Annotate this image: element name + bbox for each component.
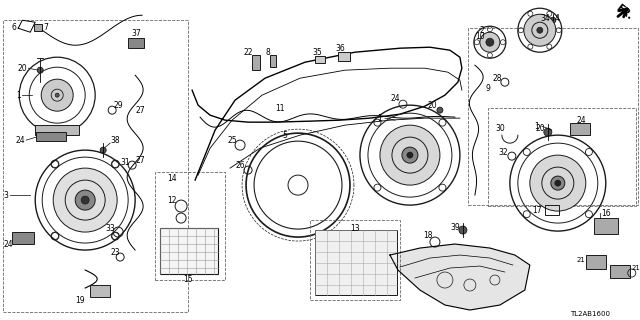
Circle shape	[55, 93, 59, 97]
Text: 1: 1	[534, 122, 540, 131]
Text: 16: 16	[601, 209, 611, 218]
Text: 38: 38	[110, 136, 120, 145]
Text: 8: 8	[266, 48, 271, 57]
Text: 1: 1	[378, 114, 382, 123]
Bar	[252, 55, 260, 70]
Text: 21: 21	[631, 265, 640, 271]
Polygon shape	[390, 244, 530, 310]
Text: 31: 31	[120, 158, 130, 167]
Text: 7: 7	[44, 23, 49, 32]
Circle shape	[459, 226, 467, 234]
Text: 6: 6	[12, 23, 17, 32]
Text: 37: 37	[131, 29, 141, 38]
Bar	[586, 255, 606, 269]
Text: 33: 33	[106, 224, 115, 233]
Circle shape	[81, 196, 89, 204]
Text: 24: 24	[15, 136, 25, 145]
Text: 20: 20	[427, 101, 436, 110]
Circle shape	[41, 79, 73, 111]
Text: 30: 30	[495, 124, 505, 133]
Text: 26: 26	[236, 161, 245, 170]
Circle shape	[53, 168, 117, 232]
Text: 36: 36	[335, 44, 345, 53]
Circle shape	[530, 155, 586, 211]
Text: 9: 9	[485, 84, 490, 93]
Bar	[338, 52, 350, 61]
Circle shape	[380, 125, 440, 185]
Bar	[545, 205, 559, 215]
Text: 20: 20	[535, 124, 545, 133]
Circle shape	[75, 190, 95, 210]
Text: 32: 32	[498, 148, 508, 156]
Text: 24: 24	[577, 116, 587, 125]
Bar	[155, 172, 225, 280]
Circle shape	[550, 17, 556, 23]
Bar	[160, 228, 218, 274]
Bar	[34, 24, 42, 31]
Circle shape	[437, 107, 443, 113]
Bar	[128, 38, 144, 48]
Circle shape	[100, 147, 106, 153]
Bar	[90, 285, 110, 297]
Text: 35: 35	[312, 48, 322, 57]
Text: 3: 3	[4, 191, 9, 200]
Text: 34: 34	[540, 14, 550, 23]
Bar	[3, 20, 188, 312]
Text: 1: 1	[16, 91, 20, 100]
Text: 18: 18	[423, 231, 433, 240]
Bar	[570, 123, 590, 135]
Bar	[315, 230, 397, 295]
Circle shape	[402, 147, 418, 163]
Circle shape	[524, 14, 556, 46]
Text: TL2AB1600: TL2AB1600	[570, 311, 610, 317]
Circle shape	[555, 180, 561, 186]
Text: 21: 21	[577, 257, 585, 263]
Text: 20: 20	[17, 64, 27, 73]
Text: 15: 15	[183, 275, 193, 284]
Bar	[270, 55, 276, 67]
Text: 23: 23	[110, 248, 120, 257]
Text: 2: 2	[479, 26, 484, 35]
Circle shape	[486, 38, 494, 46]
Text: 17: 17	[532, 205, 541, 215]
Circle shape	[537, 27, 543, 33]
Text: 5: 5	[283, 131, 287, 140]
Circle shape	[480, 32, 500, 52]
Text: 27: 27	[135, 156, 145, 164]
Bar	[594, 218, 618, 234]
Text: 13: 13	[350, 224, 360, 233]
Text: 12: 12	[168, 196, 177, 204]
Text: 39: 39	[450, 223, 460, 232]
Circle shape	[407, 152, 413, 158]
Bar	[488, 108, 636, 206]
Text: 29: 29	[113, 101, 123, 110]
Text: FR.: FR.	[614, 3, 634, 22]
Text: 28: 28	[492, 74, 502, 83]
Bar	[468, 28, 638, 205]
Text: 27: 27	[135, 106, 145, 115]
Bar	[310, 220, 400, 300]
Circle shape	[544, 128, 552, 136]
Text: 24: 24	[3, 240, 13, 249]
Bar	[36, 132, 66, 141]
Circle shape	[37, 67, 44, 73]
Text: 11: 11	[275, 104, 285, 113]
Text: 14: 14	[167, 174, 177, 183]
Bar	[35, 125, 79, 135]
Text: 19: 19	[76, 295, 85, 305]
Text: 4: 4	[554, 14, 559, 23]
Circle shape	[551, 176, 565, 190]
Bar	[315, 56, 325, 63]
Bar	[610, 265, 630, 278]
Text: 24: 24	[390, 94, 400, 103]
Text: 22: 22	[243, 48, 253, 57]
Text: 25: 25	[227, 136, 237, 145]
Text: 10: 10	[475, 32, 484, 41]
Bar	[12, 232, 34, 244]
